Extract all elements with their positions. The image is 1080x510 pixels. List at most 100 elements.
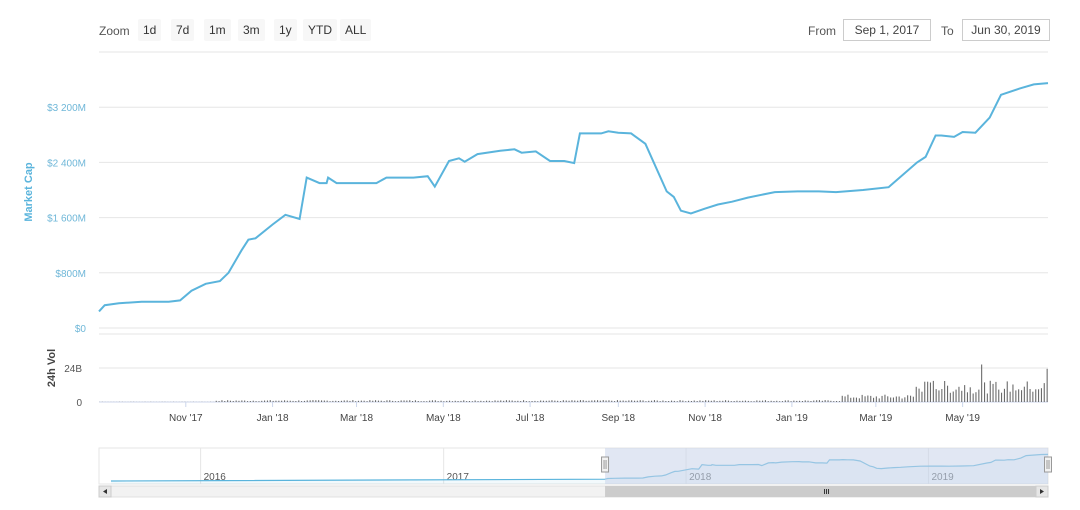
volume-bar xyxy=(315,400,317,402)
volume-bar xyxy=(659,401,661,402)
volume-bar xyxy=(858,398,860,402)
volume-bar xyxy=(611,400,613,402)
volume-bar xyxy=(881,395,883,402)
volume-bar xyxy=(870,395,872,402)
volume-bar xyxy=(412,401,414,402)
zoom-3m-button[interactable]: 3m xyxy=(238,19,265,41)
volume-bar xyxy=(708,400,710,402)
volume-bar xyxy=(218,401,220,402)
volume-bar xyxy=(318,400,320,402)
volume-bar xyxy=(804,400,806,402)
volume-bar xyxy=(966,392,968,402)
volume-bar xyxy=(642,400,644,402)
zoom-1y-button[interactable]: 1y xyxy=(274,19,297,41)
volume-bar xyxy=(238,400,240,402)
volume-bar xyxy=(833,401,835,402)
volume-bar xyxy=(352,400,354,402)
volume-bar xyxy=(269,400,271,402)
volume-bar xyxy=(673,400,675,402)
volume-bar xyxy=(252,400,254,402)
volume-bar xyxy=(582,400,584,402)
volume-bar xyxy=(1009,391,1011,402)
volume-bar xyxy=(540,400,542,402)
volume-bar xyxy=(727,400,729,402)
volume-bar xyxy=(986,393,988,402)
volume-bar xyxy=(622,400,624,402)
volume-bar xyxy=(403,400,405,402)
chevron-right-icon xyxy=(1040,489,1044,494)
volume-bar xyxy=(281,400,283,402)
volume-bar xyxy=(463,400,465,402)
volume-bar xyxy=(725,400,727,402)
volume-bar xyxy=(594,400,596,402)
volume-bar xyxy=(705,400,707,402)
volume-bar xyxy=(372,400,374,402)
volume-bar xyxy=(369,400,371,402)
volume-bar xyxy=(1032,391,1034,402)
volume-bar xyxy=(229,400,231,402)
zoom-1d-button[interactable]: 1d xyxy=(138,19,162,41)
volume-bar xyxy=(400,400,402,402)
volume-bar xyxy=(710,400,712,402)
volume-bar xyxy=(801,401,803,402)
volume-bar xyxy=(901,398,903,402)
navigator-handle[interactable] xyxy=(1044,456,1052,473)
volume-bar xyxy=(599,400,601,402)
x-tick-label: May '18 xyxy=(426,413,461,424)
to-date-input[interactable]: Jun 30, 2019 xyxy=(962,19,1050,41)
volume-bar xyxy=(927,381,929,402)
x-tick-label: Nov '18 xyxy=(688,413,722,424)
volume-bar xyxy=(266,400,268,402)
volume-bar xyxy=(545,400,547,402)
zoom-1m-button[interactable]: 1m xyxy=(204,19,231,41)
volume-bar xyxy=(756,400,758,402)
volume-bar xyxy=(514,400,516,402)
volume-bar xyxy=(770,400,772,402)
volume-bar xyxy=(981,364,983,402)
from-label: From xyxy=(808,24,836,38)
volume-bar xyxy=(560,401,562,402)
volume-bar xyxy=(326,400,328,402)
volume-bar xyxy=(292,400,294,402)
volume-bar xyxy=(221,400,223,402)
volume-bar xyxy=(491,401,493,402)
navigator[interactable]: 2016201720182019 xyxy=(98,447,1052,498)
volume-bar xyxy=(321,400,323,402)
volume-bar xyxy=(346,400,348,402)
volume-bar xyxy=(503,400,505,402)
volume-bar xyxy=(995,381,997,402)
volume-bar xyxy=(938,390,940,402)
volume-bar xyxy=(1021,390,1023,402)
volume-bar xyxy=(947,385,949,402)
volume-bar xyxy=(810,401,812,402)
volume-bar xyxy=(790,401,792,402)
volume-bar xyxy=(562,400,564,402)
volume-bar xyxy=(468,401,470,402)
volume-bar xyxy=(651,400,653,402)
market-cap-series-line xyxy=(98,82,1049,313)
volume-bar xyxy=(244,400,246,402)
volume-bar xyxy=(776,400,778,402)
volume-bar xyxy=(426,401,428,402)
volume-bar xyxy=(838,401,840,402)
from-date-input[interactable]: Sep 1, 2017 xyxy=(843,19,931,41)
zoom-7d-button[interactable]: 7d xyxy=(171,19,195,41)
volume-bar xyxy=(907,395,909,402)
volume-bar xyxy=(759,400,761,402)
volume-bar xyxy=(471,401,473,402)
volume-bar xyxy=(978,389,980,402)
volume-bar xyxy=(343,400,345,402)
volume-axis-label: 24h Vol xyxy=(46,349,58,387)
volume-bar xyxy=(656,400,658,402)
navigator-handle[interactable] xyxy=(601,456,610,473)
zoom-ytd-button[interactable]: YTD xyxy=(303,19,337,41)
volume-bar xyxy=(653,400,655,402)
volume-bar xyxy=(497,400,499,402)
volume-bar xyxy=(585,400,587,402)
volume-bar xyxy=(525,401,527,402)
x-tick-label: Jul '18 xyxy=(516,413,545,424)
volume-bar xyxy=(357,400,359,402)
volume-bar xyxy=(628,400,630,402)
zoom-all-button[interactable]: ALL xyxy=(340,19,372,41)
volume-bar xyxy=(685,401,687,402)
